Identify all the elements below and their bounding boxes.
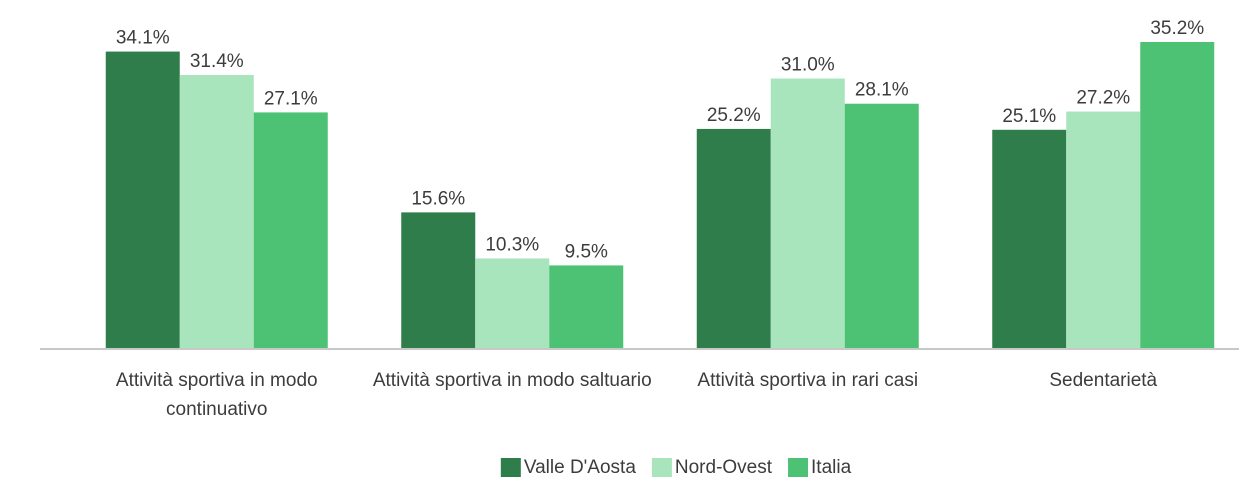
data-label: 31.4%: [190, 51, 244, 72]
bar: [696, 128, 771, 348]
bar: [844, 103, 919, 348]
legend-swatch: [651, 458, 672, 477]
x-tick-label: Attività sportiva in modo saltuario: [373, 370, 652, 391]
data-label: 25.1%: [1002, 106, 1056, 127]
bar: [475, 258, 550, 348]
legend-swatch: [500, 458, 521, 477]
bar: [1066, 111, 1141, 348]
legend-label: Italia: [811, 457, 852, 477]
bar: [992, 129, 1067, 348]
data-label: 27.1%: [264, 88, 318, 109]
data-label: 28.1%: [855, 80, 909, 101]
legend-swatch: [788, 458, 809, 477]
data-label: 27.2%: [1076, 88, 1130, 109]
data-label: 10.3%: [485, 234, 539, 255]
data-label: 15.6%: [411, 188, 465, 209]
x-tick-label: Attività sportiva in modo continuativo: [116, 370, 318, 420]
legend-label: Nord-Ovest: [675, 457, 773, 477]
x-tick-label: Sedentarietà: [1049, 370, 1157, 391]
bar: [179, 75, 254, 348]
legend-label: Valle D'Aosta: [524, 457, 636, 477]
bar: [549, 265, 624, 348]
data-label: 35.2%: [1150, 18, 1204, 39]
x-tick-label: Attività sportiva in rari casi: [697, 370, 918, 391]
legend: Valle D'Aosta Nord-Ovest Italia: [500, 457, 852, 477]
bar: [105, 51, 180, 348]
data-label: 34.1%: [116, 28, 170, 49]
bar: [253, 112, 328, 349]
bar: [1140, 42, 1215, 348]
bar: [770, 78, 845, 349]
data-label: 25.2%: [707, 105, 761, 126]
bar: [401, 212, 476, 348]
data-label: 9.5%: [565, 241, 608, 262]
data-label: 31.0%: [781, 55, 835, 76]
